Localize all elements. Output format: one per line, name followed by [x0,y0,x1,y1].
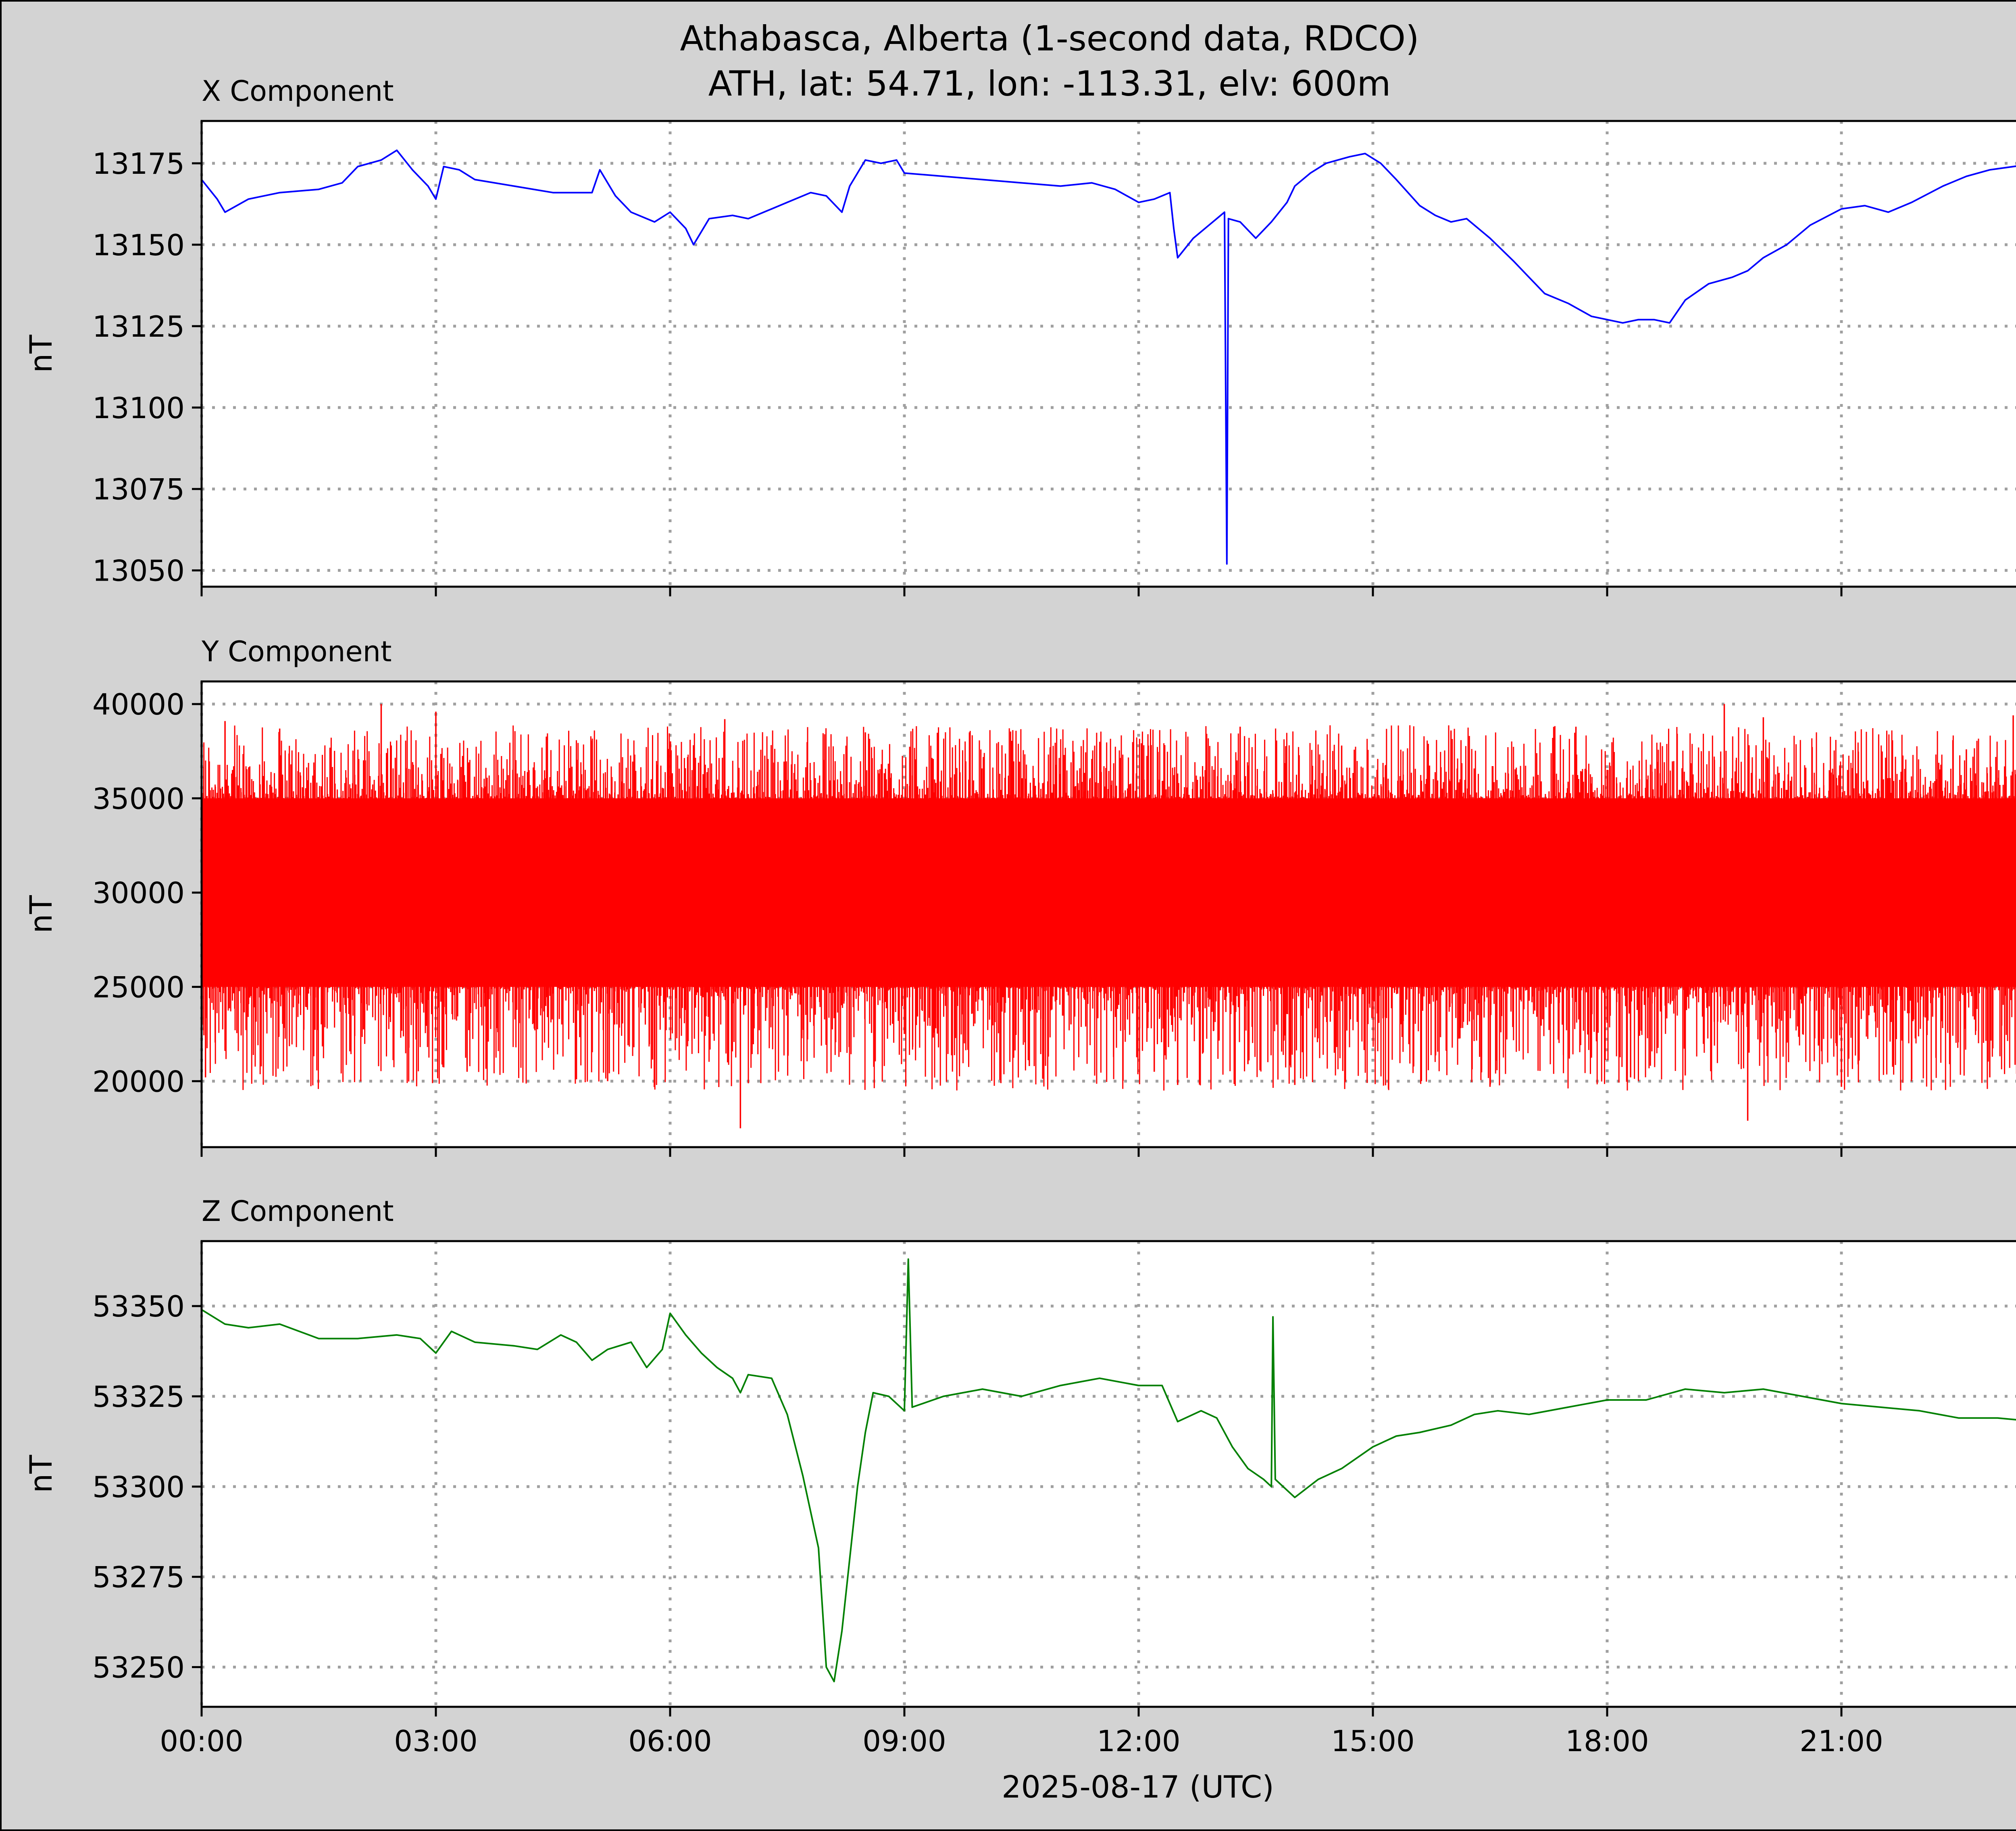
panel-z-component: 53250 53275 53300 53325 53350 00:00 03:00 06:00… [23,1195,2016,1758]
y-tick-label: 35000 [92,782,185,816]
panel-x-component: 13050 13075 13100 13125 13150 13175 X Componen… [23,75,2016,596]
x-tick-label: 12:00 [1097,1724,1181,1758]
y-tick-label: 53325 [92,1380,185,1414]
figure-title-line-1: Athabasca, Alberta (1-second data, RDCO) [680,19,1419,59]
y-tick-label: 20000 [92,1064,185,1098]
y-tick-label: 13075 [92,473,185,506]
panel-title: Y Component [201,635,392,668]
x-tick-label: 03:00 [394,1724,478,1758]
plot-area [202,121,2016,587]
panel-title: X Component [202,75,394,108]
y-tick-label: 53250 [92,1651,185,1685]
panels: 13050 13075 13100 13125 13150 13175 X Componen… [23,75,2016,1758]
y-tick-label: 13125 [92,310,185,344]
x-tick-label: 00:00 [160,1724,244,1758]
series-x [202,149,2016,565]
x-axis-label: 2025-08-17 (UTC) [1002,1769,1274,1805]
y-tick-label: 13050 [92,554,185,588]
y-tick-label: 13150 [92,228,185,262]
x-tick-label: 15:00 [1331,1724,1415,1758]
figure-title-line-2: ATH, lat: 54.71, lon: -113.31, elv: 600m [708,64,1391,104]
y-tick-label: 40000 [92,687,185,721]
y-tick-label: 13175 [92,147,185,181]
panel-title: Z Component [202,1195,394,1228]
y-tick-label: 53275 [92,1560,185,1594]
y-axis-label: nT [23,895,59,933]
series-y [202,704,2016,1129]
plot-area [202,1241,2016,1707]
y-tick-label: 53300 [92,1470,185,1504]
y-tick-label: 53350 [92,1289,185,1323]
series-line [202,1258,2016,1683]
series-z [202,1258,2016,1683]
y-tick-label: 30000 [92,876,185,910]
y-tick-label: 13100 [92,391,185,425]
y-axis-label: nT [23,335,59,373]
series-line [202,149,2016,565]
x-tick-label: 21:00 [1799,1724,1883,1758]
panel-y-component: 20000 25000 30000 35000 40000 Y Component nT [23,635,2016,1157]
y-axis-label: nT [23,1455,59,1493]
x-tick-label: 18:00 [1565,1724,1649,1758]
y-tick-label: 25000 [92,971,185,1004]
x-tick-label: 09:00 [862,1724,946,1758]
x-tick-label: 06:00 [628,1724,712,1758]
